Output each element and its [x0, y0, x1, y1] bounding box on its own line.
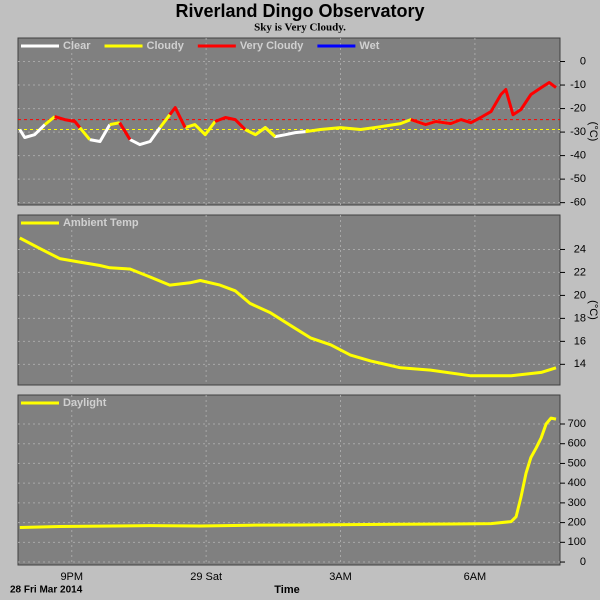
series-line — [78, 126, 91, 141]
series-line — [158, 113, 171, 129]
series-line — [43, 115, 56, 126]
y-axis-label: (°C) — [587, 300, 599, 320]
y-tick-label: -30 — [570, 126, 586, 138]
y-tick-label: 20 — [574, 289, 586, 301]
y-tick-label: 22 — [574, 266, 586, 278]
x-tick-label: 6AM — [464, 571, 487, 583]
x-axis-label: Time — [274, 584, 299, 596]
y-tick-label: -10 — [570, 79, 586, 91]
series-line — [184, 120, 217, 137]
x-tick-label: 3AM — [329, 571, 352, 583]
y-tick-label: -20 — [570, 102, 586, 114]
series-line — [19, 236, 557, 378]
series-line — [89, 123, 112, 143]
legend-label: Daylight — [63, 397, 107, 409]
series-line — [168, 106, 187, 129]
y-tick-label: -40 — [570, 150, 586, 162]
y-tick-label: 18 — [574, 312, 586, 324]
series-line — [410, 81, 557, 127]
y-tick-label: -50 — [570, 173, 586, 185]
y-tick-label: 14 — [574, 358, 586, 370]
legend-label: Cloudy — [147, 40, 185, 52]
y-tick-label: 0 — [580, 55, 586, 67]
chart-subtitle: Sky is Very Cloudy. — [254, 22, 346, 34]
y-tick-label: 700 — [568, 418, 586, 430]
series-line — [109, 121, 120, 127]
legend-label: Clear — [63, 40, 91, 52]
legend-label: Wet — [359, 40, 379, 52]
x-tick-label: 9PM — [60, 571, 83, 583]
y-tick-label: 300 — [568, 497, 586, 509]
y-tick-label: 0 — [580, 556, 586, 568]
y-tick-label: 200 — [568, 517, 586, 529]
plot-area — [17, 394, 561, 566]
plot-area — [17, 214, 561, 386]
y-tick-label: 24 — [574, 243, 586, 255]
y-tick-label: 400 — [568, 477, 586, 489]
y-axis-label: (°C) — [587, 122, 599, 142]
series-line — [54, 115, 81, 129]
y-tick-label: -60 — [570, 197, 586, 209]
series-line — [18, 123, 46, 139]
y-tick-label: 500 — [568, 457, 586, 469]
series-line — [214, 116, 247, 131]
series-line — [19, 416, 557, 529]
series-line — [129, 126, 162, 147]
legend-label: Ambient Temp — [63, 217, 139, 229]
legend-label: Very Cloudy — [240, 40, 304, 52]
chart-title: Riverland Dingo Observatory — [175, 1, 424, 21]
series-line — [118, 121, 132, 141]
series-line — [244, 126, 277, 138]
y-tick-label: 100 — [568, 536, 586, 548]
y-tick-label: 600 — [568, 438, 586, 450]
date-label: 28 Fri Mar 2014 — [10, 585, 83, 596]
y-tick-label: 16 — [574, 335, 586, 347]
x-tick-label: 29 Sat — [190, 571, 222, 583]
plot-area — [17, 37, 561, 206]
